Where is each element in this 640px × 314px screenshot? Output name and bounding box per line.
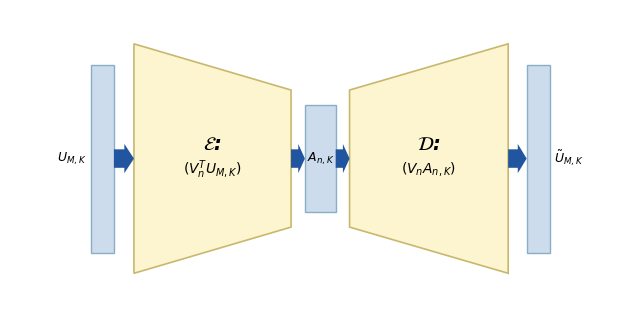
Polygon shape (134, 44, 291, 273)
Bar (305, 106, 336, 212)
Text: $A_{n,K}$: $A_{n,K}$ (307, 150, 334, 167)
Text: $\tilde{U}_{M,K}$: $\tilde{U}_{M,K}$ (554, 149, 583, 169)
Text: $(V_n A_{n,K})$: $(V_n A_{n,K})$ (401, 160, 456, 178)
Polygon shape (114, 144, 134, 173)
Text: $U_{M,K}$: $U_{M,K}$ (58, 150, 87, 167)
Text: $\mathcal{D}$:: $\mathcal{D}$: (417, 135, 441, 154)
Text: $\mathcal{E}$:: $\mathcal{E}$: (203, 135, 222, 154)
Polygon shape (508, 144, 527, 173)
Bar (527, 65, 550, 252)
Polygon shape (336, 144, 349, 173)
Polygon shape (349, 44, 508, 273)
Bar (91, 65, 114, 252)
Text: $(V_n^T U_{M,K})$: $(V_n^T U_{M,K})$ (183, 158, 242, 181)
Polygon shape (291, 144, 305, 173)
